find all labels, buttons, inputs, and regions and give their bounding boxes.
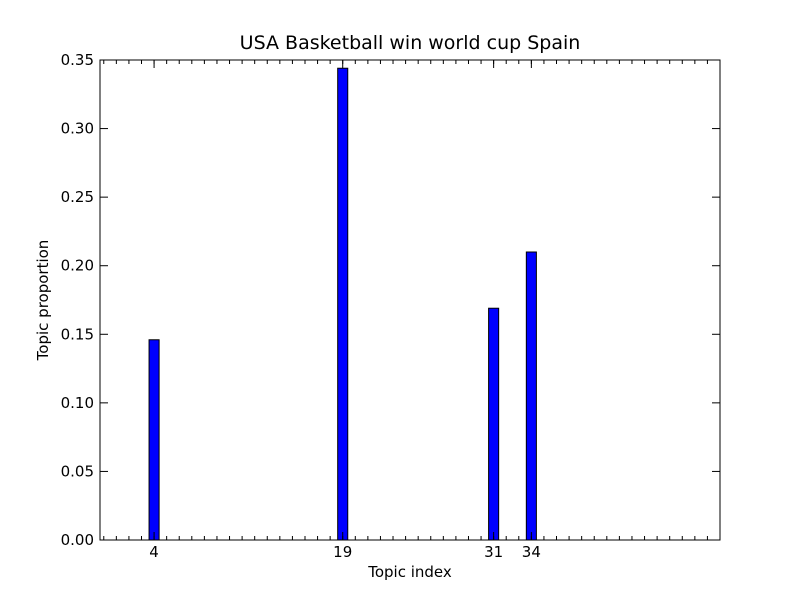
bar-group: [148, 67, 537, 541]
y-tick-label: 0.30: [61, 120, 94, 138]
y-tick-label: 0.35: [61, 51, 94, 69]
x-tick-label: 34: [522, 543, 541, 561]
y-tick-label: 0.15: [61, 325, 94, 343]
tick-label-group: 4 19 31 34 0.00 0.05 0.10 0.15 0.20 0.25 0.30 0.35: [61, 51, 541, 561]
bar-topic-34: [525, 251, 537, 541]
y-tick-label: 0.25: [61, 188, 94, 206]
x-tick-label: 31: [484, 543, 503, 561]
y-tick-label: 0.00: [61, 531, 94, 549]
bar-topic-19: [337, 67, 349, 541]
x-axis-label: Topic index: [367, 563, 452, 581]
x-tick-label: 4: [149, 543, 159, 561]
bar-topic-31: [488, 307, 500, 541]
plot-frame: [99, 59, 721, 541]
y-axis-label: Topic proportion: [34, 240, 52, 362]
tick-group: [100, 59, 721, 541]
y-tick-label: 0.20: [61, 257, 94, 275]
bar-topic-4: [148, 339, 160, 541]
chart-title: USA Basketball win world cup Spain: [240, 32, 581, 54]
y-tick-label: 0.05: [61, 462, 94, 480]
x-tick-label: 19: [333, 543, 352, 561]
y-tick-label: 0.10: [61, 394, 94, 412]
